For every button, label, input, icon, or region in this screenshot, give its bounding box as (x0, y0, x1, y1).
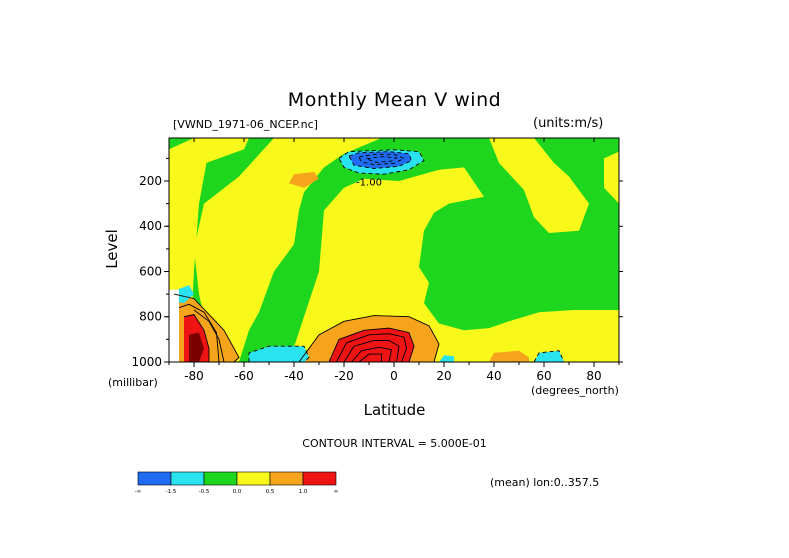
contour-region-3 (289, 167, 619, 362)
colorbar-tick-label: ∞ (334, 489, 339, 495)
contour-line-6 (343, 340, 400, 362)
contour-region-19 (534, 350, 564, 362)
contour-region-13 (189, 332, 204, 362)
colorbar-tick-label: 1.0 (299, 489, 308, 495)
contour-line-5 (336, 333, 407, 362)
units-label: (units:m/s) (533, 116, 604, 131)
x-tick-label: 0 (390, 369, 398, 383)
contour-region-7 (289, 171, 319, 188)
colorbar-tick-label: 0.5 (266, 489, 275, 495)
contour-line-10 (173, 293, 240, 362)
x-tick-label: -40 (284, 369, 304, 383)
contour-line-12 (193, 309, 225, 362)
y-tick-label: 400 (139, 219, 162, 233)
contour-fill-layer (169, 138, 619, 362)
contour-region-15 (349, 151, 412, 169)
colorbar-swatch (236, 471, 271, 486)
y-tick-label: 200 (139, 174, 162, 188)
colorbar-tick-label: -∞ (135, 489, 142, 495)
y-units-label: (millibar) (108, 376, 158, 389)
colorbar-swatch (269, 471, 304, 486)
contour-region-12 (329, 328, 414, 362)
contour-value-label-0: -1.00 (356, 178, 382, 189)
y-tick-label: 600 (139, 264, 162, 278)
contour-region-5 (604, 151, 619, 204)
contour-label-layer: -1.00 (356, 178, 382, 189)
footer-label: (mean) lon:0..357.5 (490, 476, 600, 489)
contour-region-2 (194, 138, 382, 362)
colorbar-swatch (170, 471, 205, 486)
x-tick-label: -20 (334, 369, 354, 383)
colorbar-swatch (302, 471, 337, 486)
contour-line-2 (358, 153, 406, 166)
chart-title: Monthly Mean V wind (287, 89, 502, 111)
contour-region-18 (439, 355, 454, 362)
x-tick-label: 20 (436, 369, 451, 383)
y-axis-title: Level (102, 229, 121, 269)
contour-line-8 (358, 353, 382, 362)
colorbar-swatch (137, 471, 172, 486)
x-tick-label: -80 (184, 369, 204, 383)
x-tick-label: -60 (234, 369, 254, 383)
contour-line-3 (366, 156, 398, 163)
contour-line-9 (298, 315, 440, 362)
contour-interval-label: CONTOUR INTERVAL = 5.000E-01 (302, 437, 487, 450)
contour-line-15 (248, 345, 310, 362)
y-axis: 200 400 600 800 1000 (131, 157, 623, 369)
colorbar: -∞ -1.5 -0.5 0.0 0.5 1.0 ∞ (135, 471, 339, 495)
contour-line-13 (178, 303, 220, 362)
contour-line-11 (183, 313, 210, 362)
y-tick-label: 800 (139, 310, 162, 324)
contour-line-0 (338, 149, 425, 175)
colorbar-swatch (203, 471, 238, 486)
contour-region-17 (249, 346, 309, 362)
contour-line-7 (351, 346, 393, 362)
colorbar-tick-label: -0.5 (199, 489, 210, 495)
contour-region-4 (489, 138, 589, 233)
contour-line-1 (348, 151, 413, 169)
contour-line-14 (533, 350, 565, 362)
contour-region-6 (299, 138, 309, 143)
x-axis-title: Latitude (363, 401, 426, 419)
contour-line-layer (173, 149, 565, 362)
y-tick-label: 1000 (131, 355, 162, 369)
x-tick-label: 80 (586, 369, 601, 383)
contour-line-4 (328, 327, 415, 362)
contour-region-10 (489, 350, 529, 362)
x-tick-label: 60 (536, 369, 551, 383)
contour-region-20 (169, 289, 179, 362)
dataset-label: [VWND_1971-06_NCEP.nc] (173, 118, 318, 131)
x-axis: -80 -60 -40 -20 0 20 40 60 80 (168, 138, 620, 383)
x-tick-label: 40 (486, 369, 501, 383)
colorbar-tick-label: -1.5 (166, 489, 177, 495)
x-units-label: (degrees_north) (531, 384, 619, 397)
colorbar-tick-label: 0.0 (233, 489, 242, 495)
